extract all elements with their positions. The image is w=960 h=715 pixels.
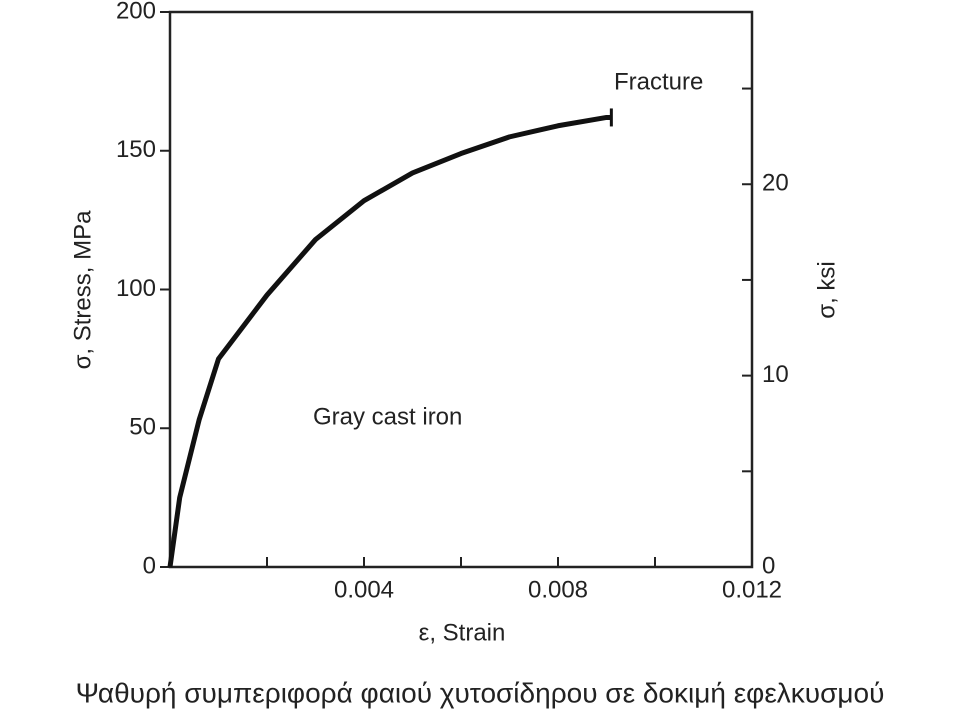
x-tick-label: 0.012 (722, 576, 782, 603)
y-tick-label: 50 (129, 414, 156, 441)
line (167, 114, 612, 568)
y-tick-label: 200 (116, 0, 156, 24)
x-tick-label: 0 (143, 576, 156, 603)
caption: Ψαθυρή συμπεριφορά φαιού χυτοσίδηρου σε … (76, 677, 885, 708)
x-tick-label: 0.004 (334, 576, 394, 603)
y-tick-label: 0 (143, 552, 156, 579)
annotation: Gray cast iron (313, 403, 462, 430)
annotation: Fracture (614, 68, 703, 95)
x-tick-label: 0.008 (528, 576, 588, 603)
y-tick-label: 150 (116, 136, 156, 163)
y2-tick-label: 10 (762, 361, 789, 388)
y2-tick-label: 0 (762, 552, 775, 579)
y2-axis-label: σ, ksi (813, 261, 840, 318)
y-axis-label: σ, Stress, MPa (69, 210, 96, 370)
y-tick-label: 100 (116, 275, 156, 302)
y2-tick-label: 20 (762, 170, 789, 197)
x-axis-label: ε, Strain (419, 619, 506, 646)
